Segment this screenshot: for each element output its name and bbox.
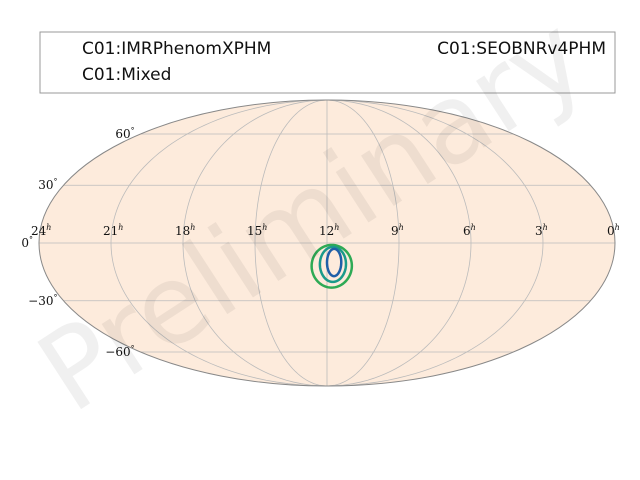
grid [39,99,615,387]
credible-regions [310,243,354,289]
legend-label-mixed: C01:Mixed [82,65,171,85]
dec-tick-label: 30° [38,177,57,192]
legend-label-imrphenomxphm: C01:IMRPhenomXPHM [82,39,271,59]
ra-tick-label: 0h [607,223,620,238]
credible-region-contour [318,245,348,284]
credible-region-contour [325,247,343,278]
dec-tick-label: −60° [105,344,134,359]
credible-region-contour [310,243,354,289]
legend-label-seobnrv4phm: C01:SEOBNRv4PHM [437,39,606,59]
dec-tick-label: 0° [21,235,33,250]
legend-box [39,31,616,94]
sky-outline [38,99,616,387]
dec-tick-label: −30° [28,293,57,308]
dec-tick-labels: 60° 30° 0° −30° −60° [21,126,134,359]
dec-tick-label: 60° [115,126,134,141]
legend: C01:IMRPhenomXPHM C01:SEOBNRv4PHM C01:Mi… [39,31,616,94]
sky-map [38,99,616,387]
